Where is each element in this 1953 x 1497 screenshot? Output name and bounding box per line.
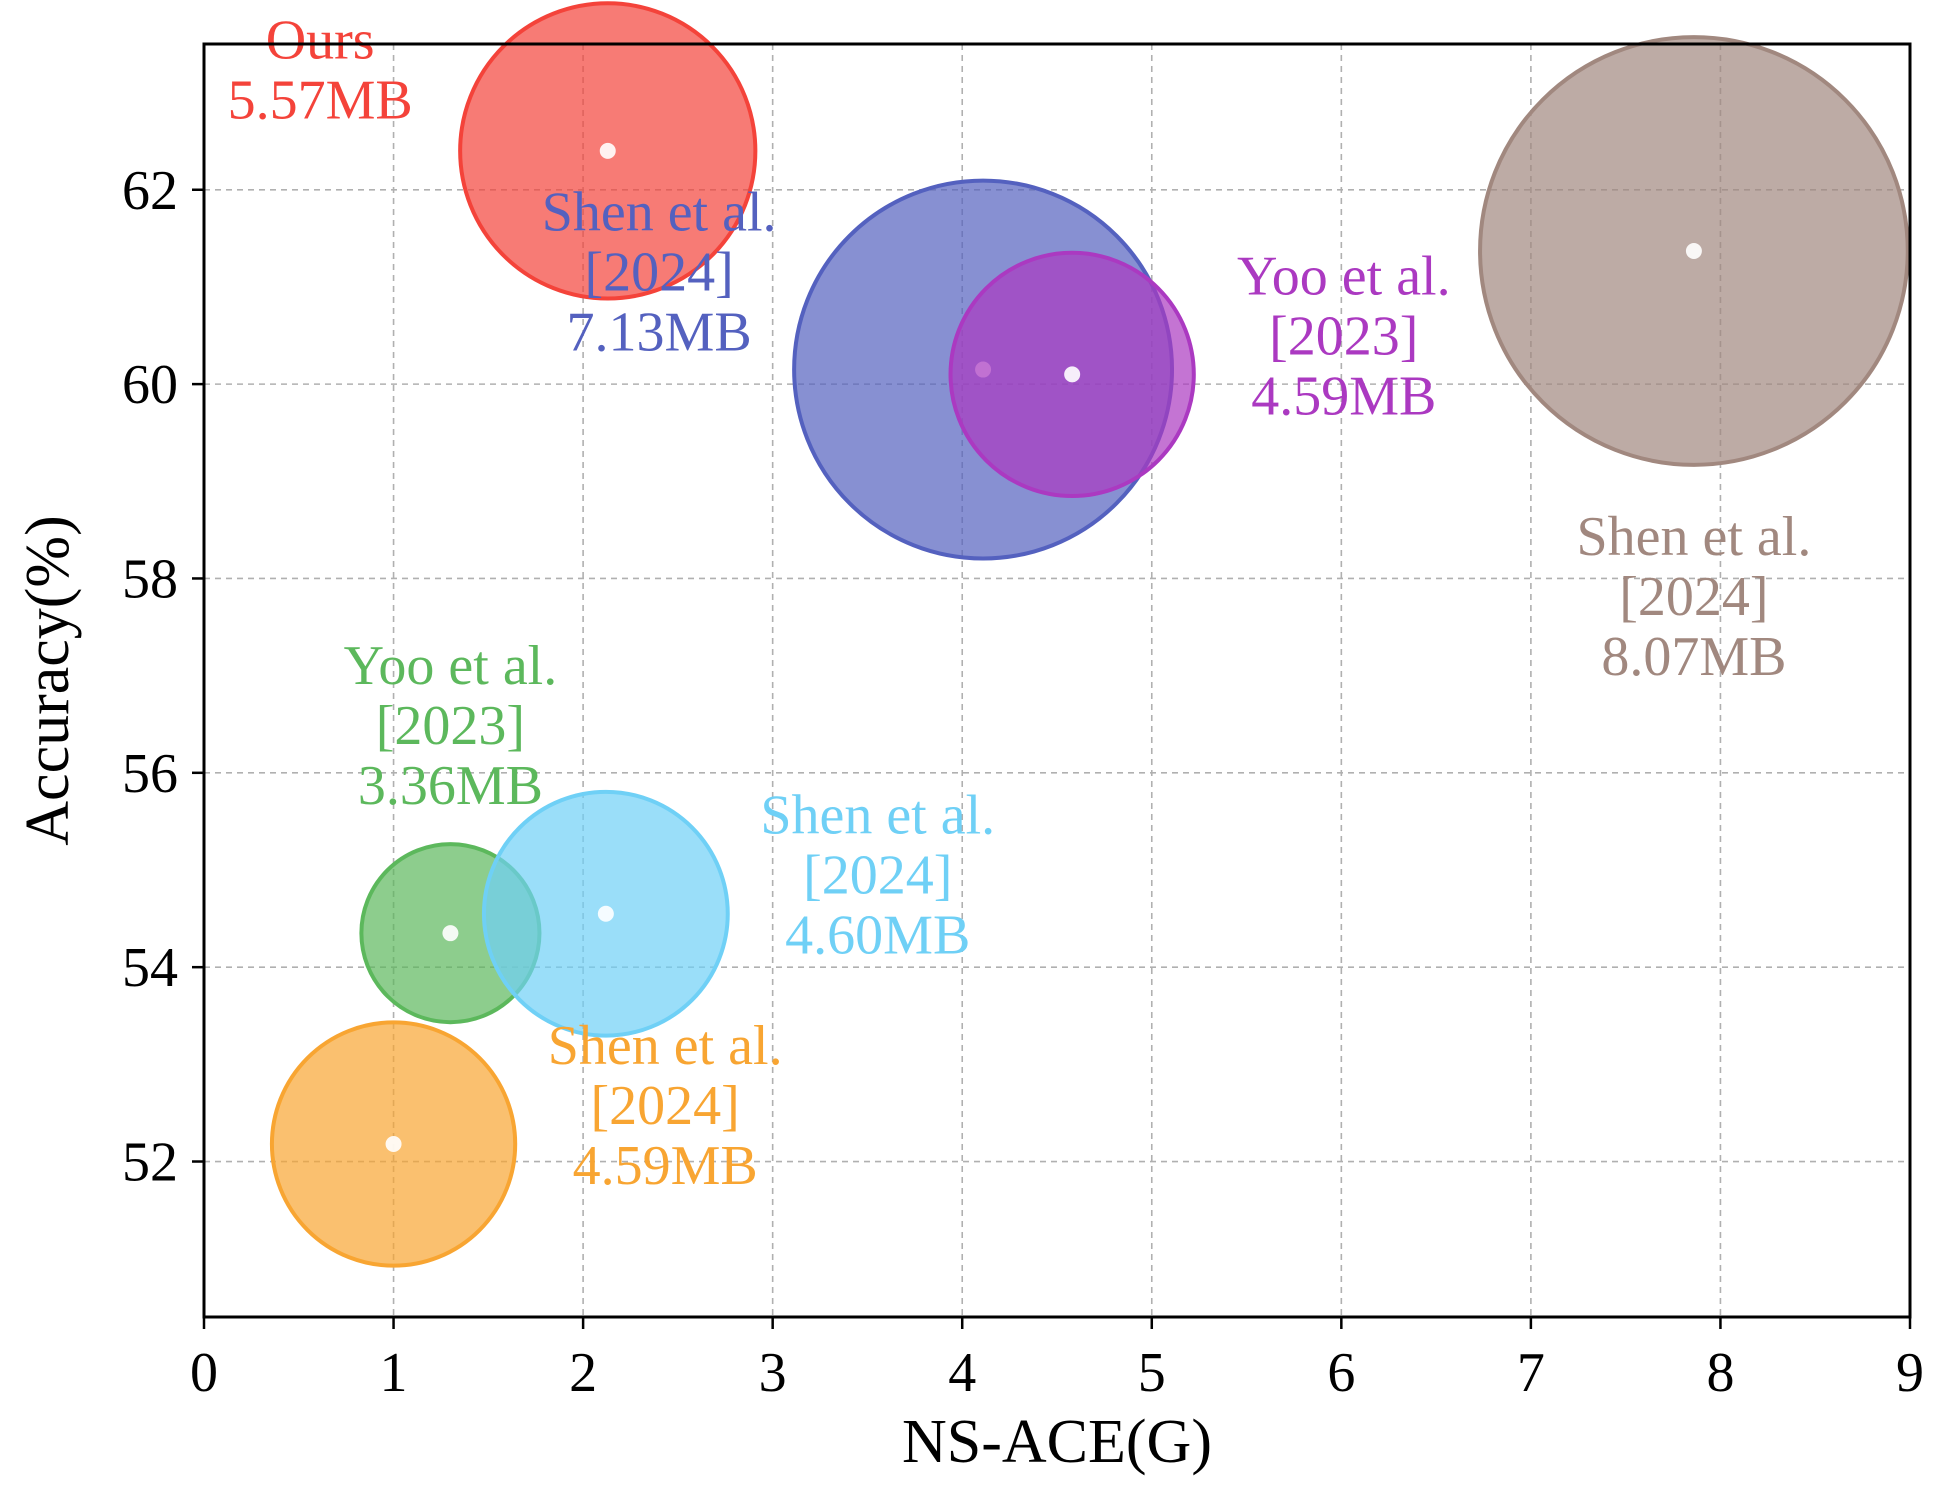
y-tick-label-60: 60 xyxy=(122,354,178,416)
bubble-6-shen-et-al-2024-label-line-1: Shen et al. xyxy=(760,785,995,847)
bubble-6-shen-et-al-2024-label-line-2: [2024] xyxy=(803,845,952,907)
bubble-5-yoo-et-al-2023-center-dot xyxy=(442,925,459,942)
bubble-3-yoo-et-al-2023-center-dot xyxy=(1064,366,1081,383)
bubble-2-shen-et-al-2024-label-line-3: 7.13MB xyxy=(567,302,752,364)
y-tick-label-56: 56 xyxy=(122,743,178,805)
x-tick-label-3: 3 xyxy=(759,1342,787,1404)
bubble-4-shen-et-al-2024-label-line-2: [2024] xyxy=(1619,566,1768,628)
bubble-2-shen-et-al-2024-label-line-1: Shen et al. xyxy=(542,182,777,244)
x-tick-label-9: 9 xyxy=(1896,1342,1924,1404)
x-tick-label-4: 4 xyxy=(948,1342,976,1404)
bubble-7-shen-et-al-2024-label-line-2: [2024] xyxy=(591,1075,740,1137)
plot-frame xyxy=(202,42,1912,1319)
x-tick-label-7: 7 xyxy=(1517,1342,1545,1404)
x-tick-label-2: 2 xyxy=(569,1342,597,1404)
bubbles xyxy=(269,1,1910,1268)
y-axis-label: Accuracy(%) xyxy=(14,515,82,845)
bubble-6-shen-et-al-2024-label-line-3: 4.60MB xyxy=(785,905,970,967)
bubble-1-ours-label-line-1: Ours xyxy=(266,9,375,71)
bubble-7-shen-et-al-2024-label-line-1: Shen et al. xyxy=(548,1015,783,1077)
y-tick-label-54: 54 xyxy=(122,937,178,999)
bubble-7-shen-et-al-2024-center-dot xyxy=(385,1136,402,1153)
y-tick-label-62: 62 xyxy=(122,160,178,222)
bubble-4-shen-et-al-2024-label-line-3: 8.07MB xyxy=(1601,626,1786,688)
y-tick-label-58: 58 xyxy=(122,548,178,610)
bubble-1-ours-label-line-2: 5.57MB xyxy=(228,69,413,131)
bubble-4-shen-et-al-2024-center-dot xyxy=(1685,242,1702,259)
bubble-3-yoo-et-al-2023-label-line-2: [2023] xyxy=(1269,305,1418,367)
bubble-2-shen-et-al-2024-label-line-2: [2024] xyxy=(584,242,733,304)
bubble-5-yoo-et-al-2023-label-line-3: 3.36MB xyxy=(358,755,543,817)
bubble-1-ours-center-dot xyxy=(599,142,616,159)
y-tick-label-52: 52 xyxy=(122,1132,178,1194)
x-tick-label-6: 6 xyxy=(1327,1342,1355,1404)
x-tick-label-5: 5 xyxy=(1138,1342,1166,1404)
bubble-7-shen-et-al-2024-label-line-3: 4.59MB xyxy=(573,1135,758,1197)
x-tick-label-0: 0 xyxy=(190,1342,218,1404)
bubble-3-yoo-et-al-2023-label-line-3: 4.59MB xyxy=(1251,365,1436,427)
bubble-6-shen-et-al-2024-center-dot xyxy=(597,905,614,922)
x-axis-label: NS-ACE(G) xyxy=(902,1408,1212,1476)
bubble-5-yoo-et-al-2023-label-line-1: Yoo et al. xyxy=(344,635,558,697)
x-tick-label-8: 8 xyxy=(1706,1342,1734,1404)
bubble-3-yoo-et-al-2023-label-line-1: Yoo et al. xyxy=(1237,245,1451,307)
bubble-5-yoo-et-al-2023-label-line-2: [2023] xyxy=(376,695,525,757)
x-tick-label-1: 1 xyxy=(380,1342,408,1404)
bubble-4-shen-et-al-2024-label-line-1: Shen et al. xyxy=(1576,506,1811,568)
